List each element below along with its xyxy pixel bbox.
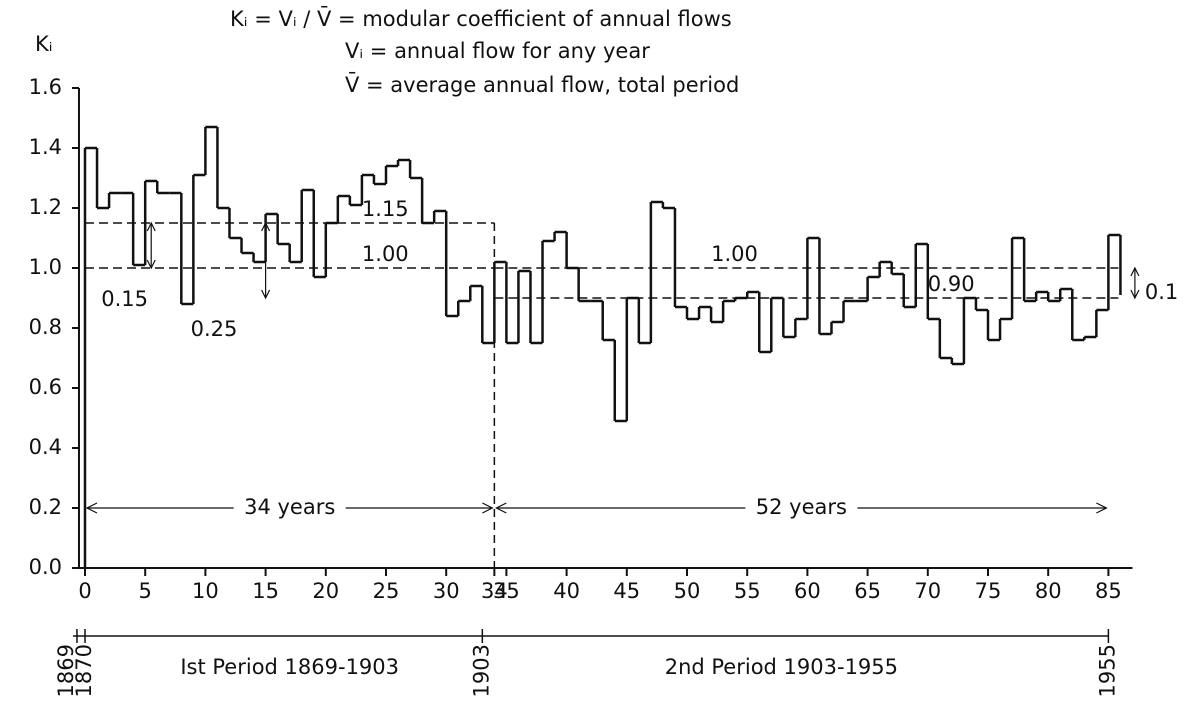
x-tick-label: 80 xyxy=(1035,579,1062,603)
x-tick-label: 0 xyxy=(78,579,91,603)
year-label: 1869 xyxy=(54,644,78,697)
span-gap xyxy=(233,494,346,522)
y-tick-label: 1.4 xyxy=(29,135,62,159)
period-label: Ist Period 1869-1903 xyxy=(180,655,399,679)
y-tick-label: 0.4 xyxy=(29,435,62,459)
x-tick-label: 25 xyxy=(373,579,400,603)
x-tick-label: 85 xyxy=(1095,579,1122,603)
header-line: Kᵢ = Vᵢ / V̄ = modular coefficient of an… xyxy=(230,6,732,31)
y-axis-label: Kᵢ xyxy=(35,32,53,56)
period-label: 2nd Period 1903-1955 xyxy=(665,655,898,679)
y-tick-label: 1.6 xyxy=(29,75,62,99)
header-line: Vᵢ = annual flow for any year xyxy=(345,39,650,63)
x-tick-label: 15 xyxy=(252,579,279,603)
year-label: 1955 xyxy=(1095,644,1119,697)
y-tick-label: 0.6 xyxy=(29,375,62,399)
y-tick-label: 0.2 xyxy=(29,495,62,519)
y-tick-label: 0.0 xyxy=(29,555,62,579)
x-tick-label: 75 xyxy=(975,579,1002,603)
x-tick-label: 60 xyxy=(794,579,821,603)
mean-label: 1.15 xyxy=(362,197,409,221)
x-tick-label: 34 xyxy=(481,579,508,603)
x-tick-label: 20 xyxy=(312,579,339,603)
difference-label: 0.15 xyxy=(101,287,148,311)
x-tick-label: 40 xyxy=(553,579,580,603)
arrow-head xyxy=(146,221,156,270)
x-tick-label: 45 xyxy=(613,579,640,603)
x-tick-label: 35 xyxy=(493,579,520,603)
y-tick-label: 1.2 xyxy=(29,195,62,219)
mean-label: 0.90 xyxy=(928,272,975,296)
x-tick-label: 65 xyxy=(854,579,881,603)
x-tick-label: 30 xyxy=(433,579,460,603)
span-gap xyxy=(745,494,858,522)
arrow-head xyxy=(261,221,271,300)
year-label: 1903 xyxy=(469,644,493,697)
header-line: V̄ = average annual flow, total period xyxy=(345,72,739,97)
span-label: 52 years xyxy=(756,495,847,519)
x-tick-label: 50 xyxy=(674,579,701,603)
x-tick-label: 5 xyxy=(139,579,152,603)
arrow-head xyxy=(495,502,1108,514)
mean-label: 1.00 xyxy=(362,242,409,266)
y-tick-label: 1.0 xyxy=(29,255,62,279)
x-tick-label: 55 xyxy=(734,579,761,603)
x-tick-label: 70 xyxy=(914,579,941,603)
arrow-head xyxy=(85,502,494,514)
difference-label: 0.1 xyxy=(1145,280,1178,304)
year-label: 1870 xyxy=(72,644,96,697)
x-tick-label: 10 xyxy=(192,579,219,603)
mean-label: 1.00 xyxy=(711,242,758,266)
difference-label: 0.25 xyxy=(191,317,238,341)
arrow-head xyxy=(1130,266,1140,300)
y-tick-label: 0.8 xyxy=(29,315,62,339)
span-label: 34 years xyxy=(244,495,335,519)
